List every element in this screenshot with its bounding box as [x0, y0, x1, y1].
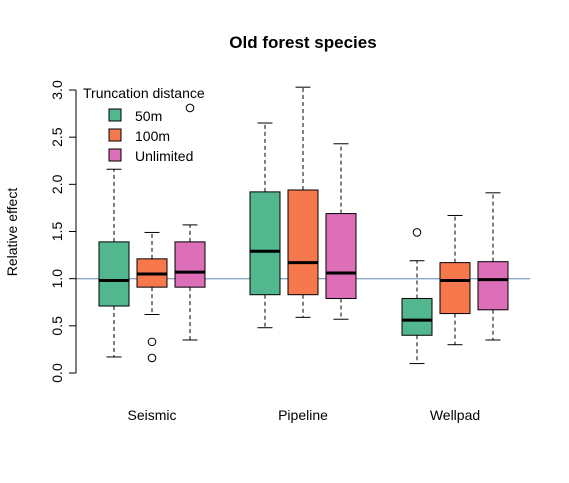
y-tick-label: 3.0	[49, 80, 65, 100]
box-100m-wellpad	[439, 214, 471, 346]
chart-title: Old forest species	[229, 33, 376, 52]
legend-swatch-unlimited	[108, 148, 122, 162]
box-unlimited-seismic	[174, 103, 206, 341]
outlier-point	[147, 353, 157, 363]
x-tick-label: Wellpad	[430, 407, 480, 423]
y-axis-label: Relative effect	[4, 188, 20, 277]
outlier-point	[412, 228, 422, 237]
iqr-box	[174, 241, 206, 288]
legend: Truncation distance 50m 100m Unlimited	[83, 85, 205, 164]
box-unlimited-wellpad	[477, 192, 509, 341]
y-tick-label: 1.0	[49, 269, 65, 289]
legend-title: Truncation distance	[83, 85, 205, 101]
legend-label-50m: 50m	[135, 108, 162, 124]
box-50m-seismic	[98, 168, 130, 358]
box-50m-wellpad	[401, 228, 433, 365]
y-tick-label: 2.5	[49, 127, 65, 147]
iqr-box	[439, 262, 471, 315]
x-tick-label: Seismic	[127, 407, 176, 423]
iqr-box	[287, 189, 319, 296]
box-50m-pipeline	[249, 122, 281, 329]
legend-swatch-100m	[108, 128, 122, 142]
y-axis: 0.0 0.5 1.0 1.5 2.0 2.5 3.0	[49, 80, 77, 383]
x-tick-label: Pipeline	[278, 407, 328, 423]
outlier-point	[185, 103, 195, 113]
y-tick-label: 1.5	[49, 222, 65, 242]
legend-swatch-50m	[108, 108, 122, 122]
iqr-box	[477, 261, 509, 311]
box-unlimited-pipeline	[325, 143, 357, 320]
legend-label-unlimited: Unlimited	[135, 148, 193, 164]
box-100m-pipeline	[287, 86, 319, 318]
plot-area	[76, 86, 530, 365]
y-tick-label: 0.5	[49, 316, 65, 336]
y-tick-label: 0.0	[49, 363, 65, 383]
iqr-box	[98, 241, 130, 307]
legend-label-100m: 100m	[135, 128, 170, 144]
iqr-box	[325, 213, 357, 299]
y-tick-label: 2.0	[49, 174, 65, 194]
box-100m-seismic	[136, 231, 168, 363]
iqr-box	[401, 297, 433, 336]
x-axis-labels: Seismic Pipeline Wellpad	[127, 407, 480, 423]
iqr-box	[249, 191, 281, 296]
outlier-point	[147, 337, 157, 347]
